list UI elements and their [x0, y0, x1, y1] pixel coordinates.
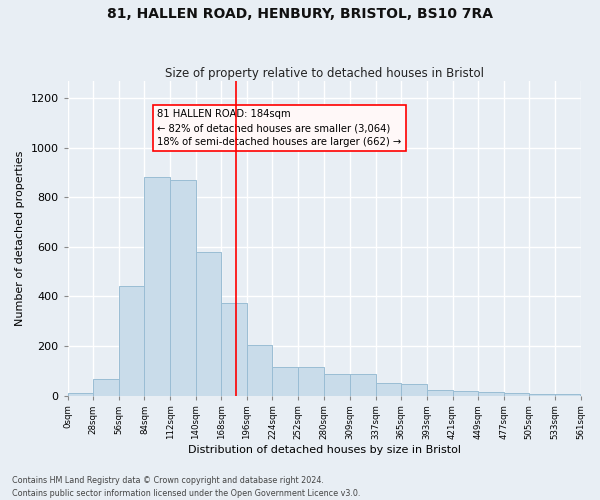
Y-axis label: Number of detached properties: Number of detached properties — [15, 150, 25, 326]
Bar — [376, 382, 401, 396]
Text: Contains HM Land Registry data © Crown copyright and database right 2024.
Contai: Contains HM Land Registry data © Crown c… — [12, 476, 361, 498]
Bar — [323, 374, 350, 396]
Text: 81, HALLEN ROAD, HENBURY, BRISTOL, BS10 7RA: 81, HALLEN ROAD, HENBURY, BRISTOL, BS10 … — [107, 8, 493, 22]
Bar — [478, 392, 504, 396]
Bar — [298, 367, 323, 396]
Text: 81 HALLEN ROAD: 184sqm
← 82% of detached houses are smaller (3,064)
18% of semi-: 81 HALLEN ROAD: 184sqm ← 82% of detached… — [157, 109, 401, 147]
Title: Size of property relative to detached houses in Bristol: Size of property relative to detached ho… — [164, 66, 484, 80]
Bar — [401, 384, 427, 396]
X-axis label: Distribution of detached houses by size in Bristol: Distribution of detached houses by size … — [188, 445, 461, 455]
Bar — [350, 374, 376, 396]
Bar — [504, 393, 529, 396]
Bar — [145, 178, 170, 396]
Bar — [119, 286, 145, 396]
Bar — [170, 180, 196, 396]
Bar — [247, 344, 272, 396]
Bar — [94, 380, 119, 396]
Bar — [272, 367, 298, 396]
Bar — [529, 394, 555, 396]
Bar — [555, 394, 580, 396]
Bar — [452, 391, 478, 396]
Bar — [427, 390, 452, 396]
Bar — [196, 252, 221, 396]
Bar — [68, 393, 94, 396]
Bar — [221, 302, 247, 396]
